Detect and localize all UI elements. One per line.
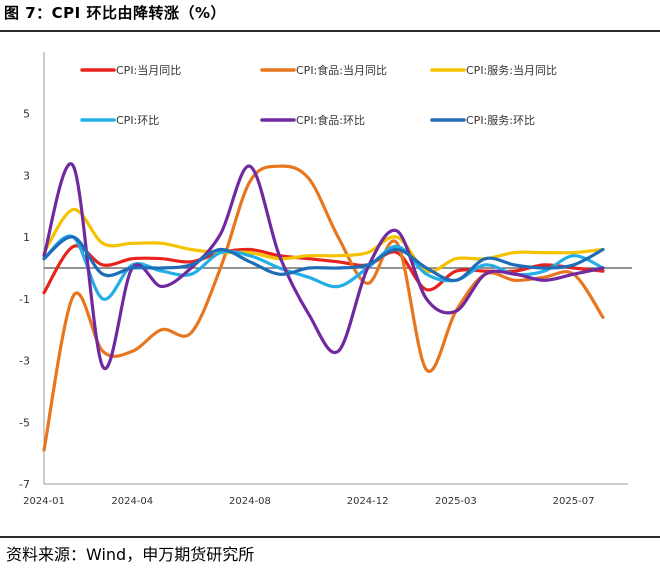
y-tick-label: 5: [23, 108, 30, 121]
legend-label: CPI:当月同比: [116, 63, 181, 77]
title-rule: [0, 30, 660, 32]
y-tick-labels: 5 3 1 -1 -3 -5 -7: [19, 108, 30, 491]
y-tick-label: 1: [23, 231, 30, 244]
y-tick-label: -1: [19, 293, 30, 306]
y-tick-label: -5: [19, 416, 30, 429]
footer-rule: [0, 536, 660, 538]
source-note: 资料来源：Wind，申万期货研究所: [6, 545, 255, 564]
series-line-1: [42, 164, 605, 452]
legend-label: CPI:食品:当月同比: [296, 63, 387, 77]
series-line-0: [42, 244, 605, 295]
x-tick-label: 2024-01: [23, 496, 65, 507]
series-line-4: [42, 162, 605, 371]
x-tick-label: 2024-04: [111, 496, 153, 507]
y-tick-label: -3: [19, 355, 30, 368]
x-tick-label: 2024-08: [229, 496, 271, 507]
x-tick-label: 2025-03: [435, 496, 477, 507]
legend-label: CPI:服务:当月同比: [466, 63, 557, 77]
series-line-5: [42, 235, 605, 283]
x-tick-label: 2025-07: [553, 496, 595, 507]
series-lines: [42, 162, 605, 452]
legend-label: CPI:食品:环比: [296, 113, 365, 127]
line-chart: 5 3 1 -1 -3 -5 -7 2024-01 2024-04 2024-08 2024-12…: [19, 52, 632, 507]
legend-label: CPI:服务:环比: [466, 114, 535, 127]
series-line-2: [42, 207, 605, 274]
page-title: 图 7：CPI 环比由降转涨（%）: [4, 4, 226, 22]
y-tick-label: 3: [23, 169, 30, 182]
x-tick-labels: 2024-01 2024-04 2024-08 2024-12 2025-03 2025-…: [23, 496, 594, 507]
x-tick-label: 2024-12: [347, 496, 389, 507]
y-tick-label: -7: [19, 478, 30, 491]
legend: CPI:当月同比 CPI:食品:当月同比 CPI:服务:当月同比 CPI:环比 CPI:…: [80, 63, 557, 127]
legend-label: CPI:环比: [116, 114, 159, 127]
